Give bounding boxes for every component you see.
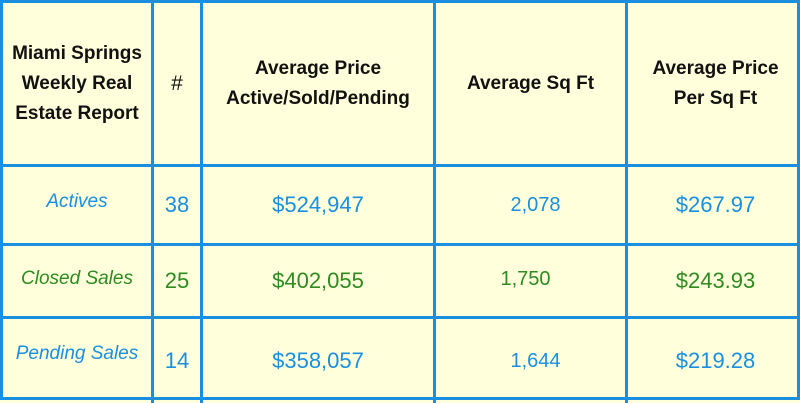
row-closed-label: Closed Sales: [3, 246, 154, 319]
row-pending-average-price: $358,057: [203, 319, 436, 403]
row-actives-average-price: $524,947: [203, 167, 436, 246]
average-sqft-text: 1,750: [500, 268, 551, 290]
header-title: Miami Springs Weekly Real Estate Report: [3, 3, 154, 167]
row-pending-count: 14: [154, 319, 203, 403]
count-text: 14: [164, 348, 190, 373]
row-pending-label: Pending Sales: [3, 319, 154, 403]
average-price-text: $524,947: [272, 192, 364, 217]
header-average-price-text: Average Price Active/Sold/Pending: [226, 57, 410, 109]
row-actives-count: 38: [154, 167, 203, 246]
header-average-sqft: Average Sq Ft: [436, 3, 628, 167]
row-label-text: Actives: [46, 191, 108, 212]
row-label-text: Pending Sales: [15, 343, 139, 364]
header-count: #: [154, 3, 203, 167]
row-actives-average-sqft: 2,078: [436, 167, 628, 246]
row-actives-label: Actives: [3, 167, 154, 246]
header-average-sqft-text: Average Sq Ft: [466, 72, 595, 94]
count-text: 25: [164, 268, 190, 293]
row-closed-price-per-sqft: $243.93: [628, 246, 800, 319]
header-title-text: Miami Springs Weekly Real Estate Report: [12, 42, 142, 124]
row-pending-price-per-sqft: $219.28: [628, 319, 800, 403]
price-per-sqft-text: $267.97: [675, 192, 756, 217]
header-price-per-sqft-text: Average Price Per Sq Ft: [652, 57, 779, 109]
header-count-text: #: [171, 71, 183, 95]
row-actives-price-per-sqft: $267.97: [628, 167, 800, 246]
count-text: 38: [164, 192, 190, 217]
average-price-text: $358,057: [272, 348, 364, 373]
row-closed-count: 25: [154, 246, 203, 319]
average-sqft-text: 2,078: [510, 193, 561, 216]
header-price-per-sqft: Average Price Per Sq Ft: [628, 3, 800, 167]
average-price-text: $402,055: [272, 268, 364, 293]
header-average-price: Average Price Active/Sold/Pending: [203, 3, 436, 167]
row-label-text: Closed Sales: [21, 268, 133, 289]
price-per-sqft-text: $243.93: [675, 268, 756, 293]
row-closed-average-price: $402,055: [203, 246, 436, 319]
row-closed-average-sqft: 1,750: [436, 246, 628, 319]
average-sqft-text: 1,644: [510, 349, 561, 372]
row-pending-average-sqft: 1,644: [436, 319, 628, 403]
price-per-sqft-text: $219.28: [675, 348, 756, 373]
